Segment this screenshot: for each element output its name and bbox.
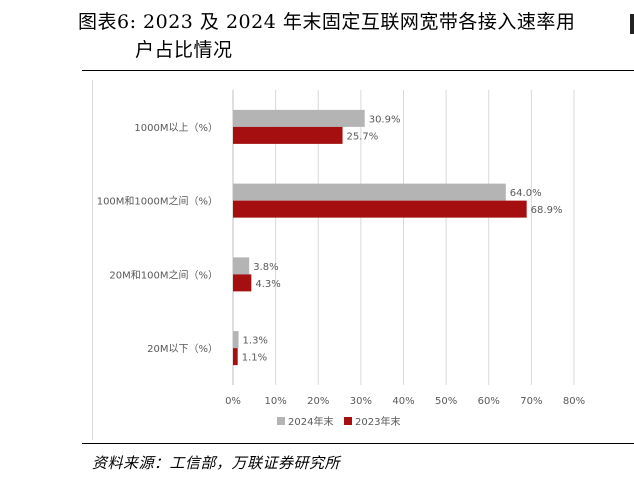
source-note: 资料来源：工信部，万联证券研究所 <box>92 454 341 472</box>
x-tick-label: 60% <box>478 396 500 407</box>
category-label: 20M和100M之间（%） <box>109 268 218 281</box>
chart-frame-left <box>92 80 93 440</box>
data-label: 68.9% <box>531 205 563 216</box>
bar <box>233 126 343 144</box>
bar <box>233 257 250 275</box>
x-tick-labels: 0% 10% 20% 30% 40% 50% 60% 70% 80% <box>225 396 585 407</box>
data-label: 1.3% <box>243 336 268 347</box>
figure-title-line1: 图表6: 2023 及 2024 年末固定互联网宽带各接入速率用 <box>78 11 576 33</box>
x-tick-label: 30% <box>350 396 372 407</box>
x-tick-label: 20% <box>307 396 329 407</box>
x-tick-label: 0% <box>225 396 241 407</box>
x-tick-label: 50% <box>435 396 457 407</box>
bar <box>233 348 238 366</box>
data-label: 30.9% <box>369 114 401 125</box>
bar <box>233 183 506 201</box>
bottom-rule <box>82 443 634 444</box>
legend-swatch <box>277 417 285 425</box>
category-label: 1000M以上（%） <box>134 122 218 134</box>
bar <box>233 109 365 127</box>
bar <box>233 274 252 292</box>
chart-bars: 30.9% 25.7% 64.0% 68.9% 3.8% 4.3% 1.3% 1.1% <box>233 109 563 366</box>
category-label: 100M和1000M之间（%） <box>97 195 218 208</box>
data-label: 4.3% <box>255 279 280 290</box>
bar <box>233 200 527 218</box>
x-tick-label: 10% <box>265 396 287 407</box>
chart-legend: 2024年末 2023年末 <box>277 415 400 428</box>
x-tick-label: 40% <box>392 396 414 407</box>
bar <box>233 331 239 349</box>
legend-label: 2024年末 <box>288 415 333 428</box>
figure-title: 图表6: 2023 及 2024 年末固定互联网宽带各接入速率用 户占比情况 <box>78 8 626 64</box>
legend-swatch <box>344 417 352 425</box>
top-rule <box>82 70 634 71</box>
data-label: 64.0% <box>510 188 542 199</box>
x-tick-label: 80% <box>563 396 585 407</box>
data-label: 3.8% <box>253 262 278 273</box>
category-labels: 1000M以上（%） 100M和1000M之间（%） 20M和100M之间（%） 20… <box>97 122 218 355</box>
page-edge-mark <box>630 14 634 34</box>
x-tick-label: 70% <box>520 396 542 407</box>
figure-title-line2: 户占比情况 <box>135 39 233 61</box>
data-label: 25.7% <box>347 131 379 142</box>
data-label: 1.1% <box>242 353 267 364</box>
category-label: 20M以下（%） <box>147 343 218 355</box>
legend-label: 2023年末 <box>355 415 400 428</box>
